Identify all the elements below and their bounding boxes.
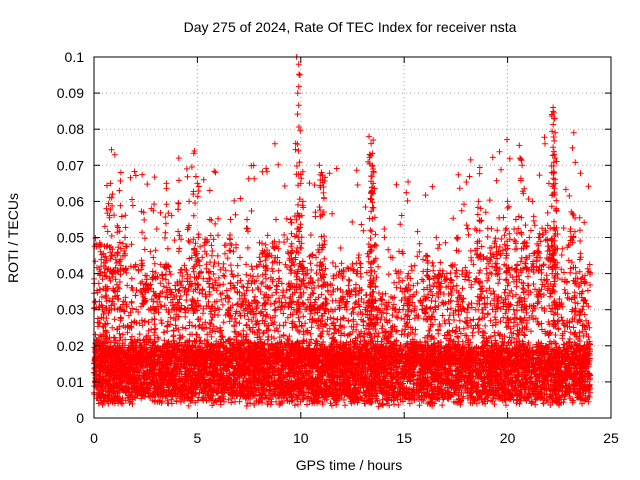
- y-tick-label: 0.07: [57, 157, 84, 173]
- data-point: [369, 187, 376, 194]
- data-point: [107, 180, 114, 187]
- data-point: [308, 252, 315, 259]
- data-point: [551, 115, 558, 122]
- data-point: [194, 180, 201, 187]
- data-point: [206, 216, 213, 223]
- data-point: [552, 155, 559, 162]
- y-tick-label: 0.01: [57, 374, 84, 390]
- data-point: [272, 216, 279, 223]
- y-tick-label: 0.06: [57, 193, 84, 209]
- data-point: [553, 205, 560, 212]
- data-point: [504, 198, 511, 205]
- x-tick-label: 15: [396, 430, 412, 446]
- data-point: [297, 180, 304, 187]
- data-point: [186, 198, 193, 205]
- data-point: [529, 198, 536, 205]
- data-point: [368, 173, 375, 180]
- data-point: [550, 104, 557, 111]
- data-point: [551, 169, 558, 176]
- data-point: [545, 180, 552, 187]
- chart-title: Day 275 of 2024, Rate Of TEC Index for r…: [184, 19, 517, 35]
- y-tick-label: 0.08: [57, 121, 84, 137]
- data-point: [190, 191, 197, 198]
- x-tick-label: 5: [194, 430, 202, 446]
- x-axis-label: GPS time / hours: [296, 457, 403, 473]
- data-point: [140, 209, 147, 216]
- data-point: [109, 191, 116, 198]
- data-point: [370, 137, 377, 144]
- data-point: [366, 133, 373, 140]
- y-tick-label: 0.02: [57, 338, 84, 354]
- data-point: [320, 183, 327, 190]
- y-tick-label: 0.09: [57, 85, 84, 101]
- x-tick-label: 0: [90, 430, 98, 446]
- data-point: [296, 72, 303, 79]
- y-tick-label: 0.03: [57, 302, 84, 318]
- data-point: [367, 151, 374, 158]
- data-point: [319, 176, 326, 183]
- data-point: [475, 198, 482, 205]
- data-point: [294, 90, 301, 97]
- data-point: [370, 180, 377, 187]
- data-point: [576, 227, 583, 234]
- data-point: [316, 162, 323, 169]
- data-point: [299, 198, 306, 205]
- x-tick-label: 20: [500, 430, 516, 446]
- data-point: [405, 270, 412, 277]
- data-point: [318, 169, 325, 176]
- data-point: [244, 216, 251, 223]
- data-point: [436, 241, 443, 248]
- y-axis-label: ROTI / TECUs: [5, 193, 21, 283]
- data-point: [368, 140, 375, 147]
- data-point: [517, 155, 524, 162]
- data-point: [535, 234, 542, 241]
- scatter-cloud: [91, 71, 594, 410]
- x-tick-label: 10: [293, 430, 309, 446]
- data-point: [369, 162, 376, 169]
- data-point: [163, 180, 170, 187]
- data-point: [454, 234, 461, 241]
- y-tick-label: 0: [76, 410, 84, 426]
- data-point: [550, 144, 557, 151]
- x-tick-label: 25: [603, 430, 619, 446]
- axis-ticks: 0 0.01 0.02 0.03 0.04 0.05 0.06 0.07 0.08 0.09 0.1…: [57, 49, 619, 446]
- y-tick-label: 0.04: [57, 266, 84, 282]
- data-point: [423, 252, 430, 259]
- data-point: [477, 205, 484, 212]
- y-tick-label: 0.1: [65, 49, 85, 65]
- y-tick-label: 0.05: [57, 230, 84, 246]
- data-point: [117, 169, 124, 176]
- data-point: [570, 129, 577, 136]
- data-point: [494, 227, 501, 234]
- data-point: [519, 162, 526, 169]
- data-point: [295, 61, 302, 68]
- data-point: [103, 205, 110, 212]
- data-point: [550, 191, 557, 198]
- data-point: [122, 234, 129, 241]
- data-point: [512, 216, 519, 223]
- data-point: [262, 241, 269, 248]
- scatter-points: [91, 54, 594, 410]
- data-point: [552, 180, 559, 187]
- data-point: [552, 129, 559, 136]
- data-point: [287, 216, 294, 223]
- data-point: [175, 155, 182, 162]
- data-point: [227, 216, 234, 223]
- data-point: [97, 241, 104, 248]
- data-point: [372, 241, 379, 248]
